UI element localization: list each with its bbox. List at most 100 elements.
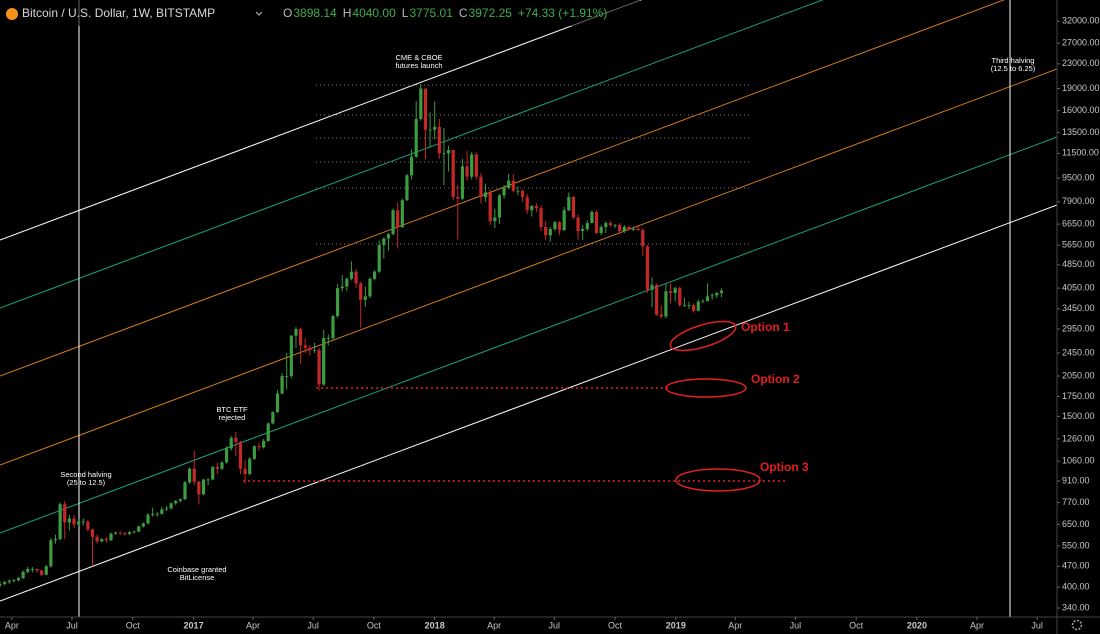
y-tick-label: 5650.00 [1062, 239, 1095, 249]
candle-body [622, 227, 626, 232]
x-tick-label: Apr [246, 620, 260, 630]
candle-body [368, 278, 372, 297]
option-ellipses [665, 320, 761, 492]
candle-body [502, 187, 506, 196]
y-tick-label: 27000.00 [1062, 37, 1100, 47]
y-tick-label: 910.00 [1062, 475, 1090, 485]
candle-body [229, 437, 233, 449]
candle-body [534, 205, 539, 209]
candle-body [201, 479, 206, 495]
candle-body [349, 271, 354, 279]
candle-body [271, 412, 275, 424]
y-tick-label: 7900.00 [1062, 196, 1095, 206]
candle-body [520, 190, 525, 198]
ohlc-value: 3972.25 [469, 6, 513, 20]
x-tick-label: 2019 [666, 620, 686, 630]
x-tick-label: Oct [367, 620, 382, 630]
y-tick-label: 1060.00 [1062, 456, 1095, 466]
candle-body [715, 293, 719, 296]
candle-body [414, 119, 418, 157]
ohlc-values: O 3898.14 H 4040.00 L 3775.01 C 3972.25 +74.33 (… [283, 6, 607, 20]
candle-body [30, 569, 34, 570]
y-tick-label: 13500.00 [1062, 127, 1100, 137]
candle-body [608, 223, 613, 226]
ohlc-key: C [459, 6, 468, 20]
candle-body [530, 205, 534, 211]
x-tick-label: Apr [728, 620, 742, 630]
candle-body [114, 532, 118, 534]
y-tick-label: 3450.00 [1062, 303, 1095, 313]
candle-body [525, 197, 529, 211]
candle-body [35, 569, 39, 571]
candle-body [49, 540, 53, 567]
candle-body [470, 154, 474, 177]
candle-body [696, 301, 700, 311]
candle-body [257, 446, 261, 448]
y-tick-label: 23000.00 [1062, 58, 1100, 68]
ohlc-key: H [343, 6, 352, 20]
option-label: Option 2 [751, 372, 800, 386]
candle-body [363, 296, 367, 300]
symbol-menu[interactable] [255, 11, 263, 16]
candle-body [137, 526, 141, 532]
annotation: (12.5 to 6.25) [991, 64, 1036, 73]
candle-body [285, 376, 289, 377]
candle-body [109, 533, 113, 541]
x-tick-label: Jul [66, 620, 78, 630]
y-tick-label: 16000.00 [1062, 105, 1100, 115]
y-tick-label: 11500.00 [1062, 148, 1099, 158]
candle-body [67, 518, 71, 523]
candle-body [243, 468, 247, 475]
candle-body [234, 437, 238, 443]
candle-body [118, 532, 122, 534]
candle-body [400, 200, 404, 228]
candle-body [53, 539, 58, 541]
y-tick-label: 650.00 [1062, 519, 1090, 529]
candle-body [26, 569, 30, 572]
candle-body [100, 539, 104, 542]
candle-body [220, 462, 224, 469]
y-tick-label: 400.00 [1062, 581, 1090, 591]
option-label: Option 1 [741, 320, 790, 334]
candle-body [710, 295, 714, 297]
x-tick-label: Oct [608, 620, 623, 630]
candle-body [7, 580, 11, 583]
candle-body [511, 180, 515, 191]
candle-body [548, 229, 552, 236]
candle-body [308, 347, 312, 351]
symbol-icon[interactable] [6, 8, 18, 20]
candle-body [345, 278, 349, 287]
x-tick-label: 2020 [907, 620, 927, 630]
candle-body [655, 284, 659, 315]
candle-body [391, 210, 395, 235]
candle-body [280, 376, 284, 394]
candle-body [331, 316, 335, 339]
y-tick-label: 470.00 [1062, 561, 1090, 571]
candle-body [442, 153, 446, 155]
x-tick-label: Apr [5, 620, 19, 630]
symbol-title[interactable]: Bitcoin / U.S. Dollar, 1W, BITSTAMP [22, 6, 215, 20]
candle-body [631, 229, 636, 230]
candle-body [650, 284, 654, 290]
candle-body [460, 166, 465, 199]
candle-body [178, 499, 182, 501]
candle-body [303, 345, 307, 348]
settings-icon[interactable] [1071, 619, 1083, 631]
y-tick-label: 1750.00 [1062, 391, 1095, 401]
candle-body [576, 217, 580, 232]
candle-body [16, 578, 21, 581]
candle-body [206, 479, 210, 481]
ohlc-key: O [283, 6, 292, 20]
candle-body [627, 227, 631, 230]
candle-body [12, 580, 16, 581]
candle-body [261, 440, 266, 448]
candle-body [58, 504, 62, 540]
candle-body [474, 154, 478, 177]
candle-body [187, 468, 192, 483]
y-tick-label: 2950.00 [1062, 323, 1095, 333]
candle-body [146, 514, 150, 524]
channel-line [0, 136, 1057, 534]
y-tick-label: 4050.00 [1062, 282, 1095, 292]
